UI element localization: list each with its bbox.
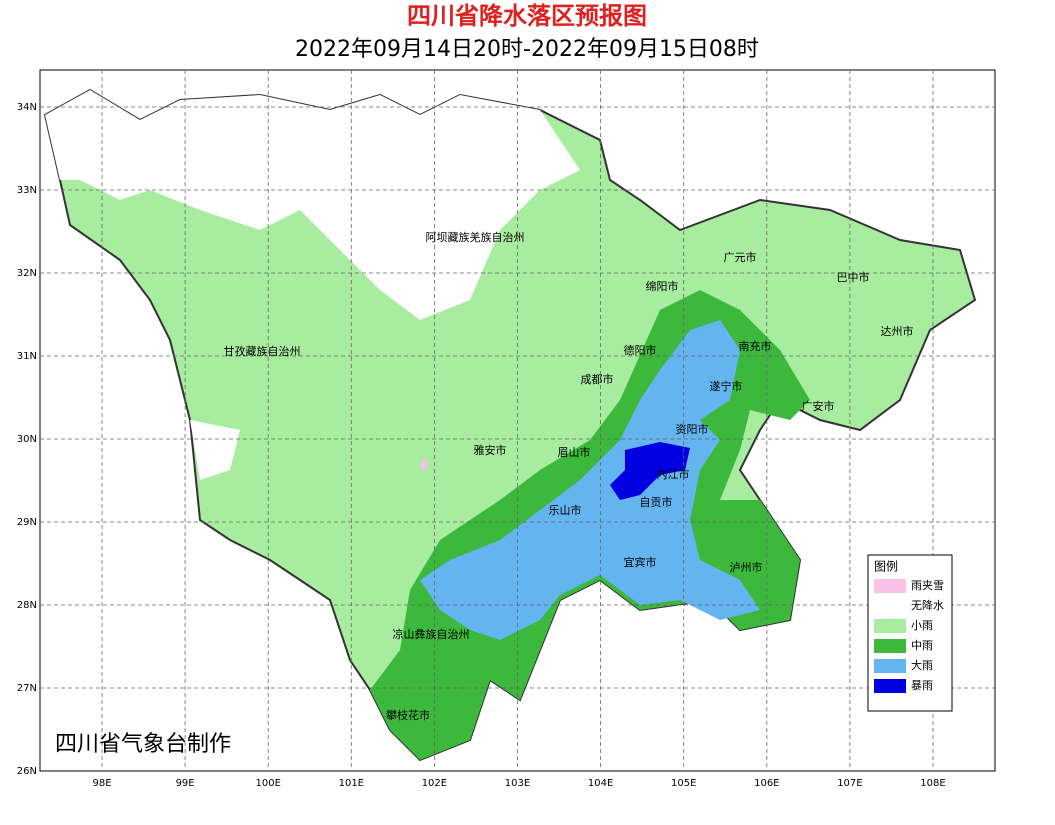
city-label: 绵阳市: [646, 279, 679, 293]
lon-label: 107E: [837, 778, 862, 789]
legend-label: 小雨: [911, 619, 933, 632]
legend-swatch: [874, 679, 906, 693]
lon-label: 99E: [176, 778, 195, 789]
city-label: 南充市: [739, 339, 772, 353]
lat-label: 32N: [17, 268, 37, 279]
city-label: 乐山市: [549, 503, 582, 517]
city-label: 甘孜藏族自治州: [224, 344, 301, 358]
city-label: 巴中市: [837, 270, 870, 284]
heavy-rain-area: [420, 320, 760, 640]
sleet-area: [421, 458, 428, 472]
lon-label: 106E: [754, 778, 779, 789]
lon-label: 105E: [671, 778, 696, 789]
city-label: 广安市: [802, 399, 835, 413]
legend-swatch: [874, 639, 906, 653]
lon-label: 98E: [92, 778, 111, 789]
lat-label: 29N: [17, 517, 37, 528]
city-label: 内江市: [657, 467, 690, 481]
lat-label: 33N: [17, 185, 37, 196]
lat-label: 27N: [17, 683, 37, 694]
city-label: 泸州市: [730, 560, 763, 574]
legend-title: 图例: [874, 560, 898, 574]
footer: 四川省气象台制作: [55, 732, 231, 757]
lat-label: 31N: [17, 351, 37, 362]
city-label: 凉山彝族自治州: [393, 627, 470, 641]
legend-label: 雨夹雪: [911, 579, 944, 592]
lon-label: 101E: [339, 778, 364, 789]
legend-swatch: [874, 599, 906, 613]
legend-label: 中雨: [911, 639, 933, 652]
city-label: 自贡市: [640, 495, 673, 509]
city-label: 广元市: [724, 250, 757, 264]
city-label: 德阳市: [624, 343, 657, 357]
city-label: 成都市: [581, 372, 614, 386]
city-label: 阿坝藏族羌族自治州: [426, 230, 525, 244]
lat-label: 30N: [17, 434, 37, 445]
legend-swatch: [874, 659, 906, 673]
lon-label: 100E: [255, 778, 280, 789]
legend-swatch: [874, 579, 906, 593]
lat-label: 34N: [17, 102, 37, 113]
city-label: 雅安市: [474, 443, 507, 457]
city-label: 攀枝花市: [386, 708, 430, 722]
legend-label: 暴雨: [911, 679, 933, 692]
precip-map: [43, 88, 977, 762]
lat-label: 28N: [17, 600, 37, 611]
subtitle: 2022年09月14日20时-2022年09月15日08时: [295, 37, 759, 62]
city-label: 达州市: [881, 324, 914, 338]
rainstorm-area: [610, 442, 690, 500]
title: 四川省降水落区预报图: [407, 2, 647, 30]
lon-label: 108E: [920, 778, 945, 789]
legend-label: 大雨: [911, 658, 933, 672]
city-label: 资阳市: [676, 422, 709, 436]
lon-label: 103E: [505, 778, 530, 789]
lat-label: 26N: [17, 766, 37, 777]
city-label: 眉山市: [558, 445, 591, 459]
city-label: 遂宁市: [710, 379, 743, 393]
no-rain-area: [45, 90, 580, 320]
lon-label: 102E: [422, 778, 447, 789]
legend-label: 无降水: [911, 598, 944, 612]
lon-label: 104E: [588, 778, 613, 789]
city-label: 宜宾市: [624, 555, 657, 569]
legend-swatch: [874, 619, 906, 633]
no-rain-area: [190, 420, 240, 480]
